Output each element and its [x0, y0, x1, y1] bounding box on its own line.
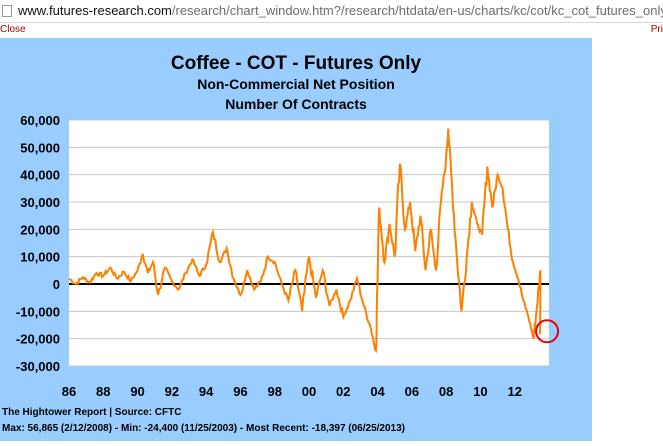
x-tick-label: 86	[62, 384, 76, 399]
x-tick-label: 08	[439, 384, 453, 399]
x-tick-label: 96	[233, 384, 247, 399]
url-path: /research/chart_window.htm?/research/htd…	[171, 3, 663, 18]
close-link[interactable]: Close	[0, 24, 26, 35]
y-tick-label: 20,000	[20, 222, 60, 237]
y-tick-label: -20,000	[16, 332, 60, 347]
x-tick-label: 94	[199, 384, 214, 399]
y-tick-label: 60,000	[20, 113, 60, 128]
y-tick-label: 0	[53, 277, 60, 292]
net-position-series	[68, 128, 542, 354]
x-tick-label: 10	[473, 384, 487, 399]
x-tick-label: 88	[96, 384, 110, 399]
footer-source: The Hightower Report | Source: CFTC	[2, 407, 181, 418]
x-axis: 86 88 90 92 94 96 98 00 02 04 06 08 10 12	[62, 384, 522, 399]
x-tick-label: 00	[302, 384, 316, 399]
chart-subtitle: Non-Commercial Net Position	[197, 76, 395, 92]
right-gutter	[592, 38, 663, 441]
print-link[interactable]: Pri	[650, 24, 663, 35]
y-tick-label: 10,000	[20, 250, 60, 265]
x-tick-label: 90	[130, 384, 144, 399]
chart-title: Coffee - COT - Futures Only	[171, 53, 422, 74]
y-tick-label: 40,000	[20, 168, 60, 183]
y-tick-label: -10,000	[16, 304, 60, 319]
cot-chart: Coffee - COT - Futures Only Non-Commerci…	[2, 53, 560, 434]
window-actions: Close Pri	[0, 24, 663, 38]
plot-area	[69, 120, 549, 366]
y-tick-label: 30,000	[20, 195, 60, 210]
url-host: www.futures-research.com	[18, 3, 172, 18]
x-tick-label: 12	[507, 384, 521, 399]
x-tick-label: 92	[165, 384, 179, 399]
chart-units: Number Of Contracts	[225, 96, 367, 112]
x-tick-label: 98	[267, 384, 281, 399]
y-tick-label: -30,000	[16, 359, 60, 374]
url-text[interactable]: www.futures-research.com/research/chart_…	[18, 0, 663, 22]
y-tick-label: 50,000	[20, 140, 60, 155]
x-tick-label: 06	[405, 384, 419, 399]
x-tick-label: 04	[370, 384, 385, 399]
x-tick-label: 02	[336, 384, 350, 399]
y-axis: 60,000 50,000 40,000 30,000 20,000 10,000 0 -10…	[16, 113, 60, 374]
chart-panel: Coffee - COT - Futures Only Non-Commerci…	[0, 38, 592, 441]
footer-stats: Max: 56,865 (2/12/2008) - Min: -24,400 (…	[2, 423, 405, 434]
page-icon	[2, 5, 12, 17]
recent-value-highlight	[535, 319, 560, 344]
address-bar[interactable]: www.futures-research.com/research/chart_…	[0, 0, 663, 23]
